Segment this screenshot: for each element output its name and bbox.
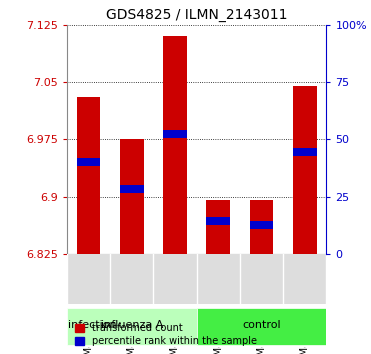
Bar [120, 185, 144, 193]
FancyBboxPatch shape [197, 308, 326, 345]
Bar [206, 217, 230, 225]
Text: influenza A: influenza A [101, 320, 163, 330]
Bar [293, 86, 317, 254]
Bar [76, 158, 100, 166]
Bar [250, 200, 273, 254]
Text: control: control [242, 320, 281, 330]
Bar [163, 36, 187, 254]
Text: infection: infection [68, 320, 116, 330]
Bar [163, 130, 187, 138]
Bar [120, 139, 144, 254]
Title: GDS4825 / ILMN_2143011: GDS4825 / ILMN_2143011 [106, 8, 288, 22]
Bar [206, 200, 230, 254]
Bar [250, 221, 273, 229]
Legend: transformed count, percentile rank within the sample: transformed count, percentile rank withi… [72, 320, 260, 349]
FancyBboxPatch shape [67, 308, 197, 345]
Bar [76, 97, 100, 254]
Bar [293, 148, 317, 156]
